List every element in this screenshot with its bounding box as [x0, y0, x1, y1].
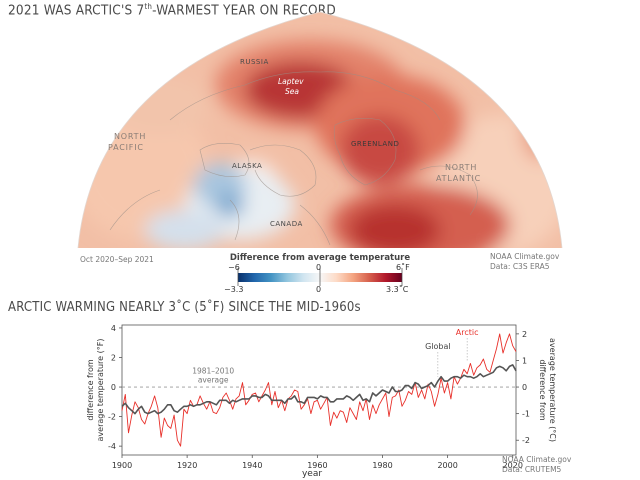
map-credit: NOAA Climate.gov [490, 252, 560, 261]
x-tick-label: 1980 [372, 461, 392, 470]
colorbar-f-mid: 0 [316, 263, 322, 272]
series-line-global [121, 364, 517, 415]
colorbar-c-min: −3.3 [224, 285, 244, 294]
label-greenland: GREENLAND [351, 140, 399, 148]
plot-frame [121, 324, 517, 456]
label-north-atlantic-2: ATLANTIC [436, 174, 481, 183]
colorbar-title: Difference from average temperature [229, 253, 411, 263]
colorbar [237, 268, 403, 286]
label-sea: Sea [285, 87, 299, 96]
series-label-arctic: Arctic [456, 328, 479, 337]
map-title: 2021 WAS ARCTIC'S 7th-WARMEST YEAR ON RE… [8, 2, 336, 19]
baseline-label-2: average [198, 376, 229, 385]
chart-data-source: Data: CRUTEM5 [502, 465, 562, 474]
map-data-source: Data: C3S ERA5 [490, 262, 550, 271]
chart-title: ARCTIC WARMING NEARLY 3˚C (5˚F) SINCE TH… [8, 300, 361, 315]
baseline-label-1: 1981–2010 [192, 367, 234, 376]
y-tick-label-f: -2 [108, 413, 116, 422]
y-axis-label-right-1: difference from [538, 359, 547, 421]
x-tick-label: 1960 [307, 461, 327, 470]
arctic-temperature-map: RUSSIA Laptev Sea GREENLAND NORTH PACIFI… [77, 11, 563, 249]
colorbar-c-max: 3.3˚C [386, 285, 409, 294]
colorbar-f-max: 6˚F [396, 263, 410, 272]
y-tick-label-c: 2 [522, 330, 527, 339]
y-tick-label-c: 1 [522, 356, 527, 365]
label-russia: RUSSIA [240, 58, 269, 66]
map-period: Oct 2020–Sep 2021 [80, 255, 154, 264]
series-label-global: Global [425, 342, 451, 351]
y-tick-label-f: 2 [111, 354, 116, 363]
x-tick-label: 2020 [503, 461, 523, 470]
x-tick-label: 1940 [242, 461, 262, 470]
x-tick-label: 1900 [112, 461, 132, 470]
y-axis-label-left-2: average temperature (°F) [96, 339, 105, 442]
label-alaska: ALASKA [232, 162, 262, 170]
label-canada: CANADA [270, 220, 303, 228]
colorbar-f-min: −6 [228, 263, 240, 272]
y-tick-label-f: -4 [108, 442, 116, 451]
label-laptev: Laptev [278, 77, 304, 86]
y-tick-label-c: 0 [522, 383, 527, 392]
label-north-atlantic-1: NORTH [445, 163, 477, 172]
x-axis-label: year [302, 469, 322, 479]
y-axis-label-left-1: difference from [86, 359, 95, 421]
y-tick-label-f: 4 [111, 324, 116, 333]
x-tick-label: 2000 [437, 461, 457, 470]
chart-credit: NOAA Climate.gov [502, 455, 572, 464]
label-north-pacific-1: NORTH [114, 132, 146, 141]
series-line-arctic [121, 333, 517, 447]
y-tick-label-c: -2 [522, 436, 530, 445]
colorbar-c-mid: 0 [316, 285, 322, 294]
label-north-pacific-2: PACIFIC [108, 143, 144, 152]
y-tick-label-f: 0 [111, 383, 116, 392]
y-axis-label-right-2: average temperature (°C) [548, 338, 557, 442]
y-tick-label-c: -1 [522, 410, 530, 419]
x-tick-label: 1920 [177, 461, 197, 470]
